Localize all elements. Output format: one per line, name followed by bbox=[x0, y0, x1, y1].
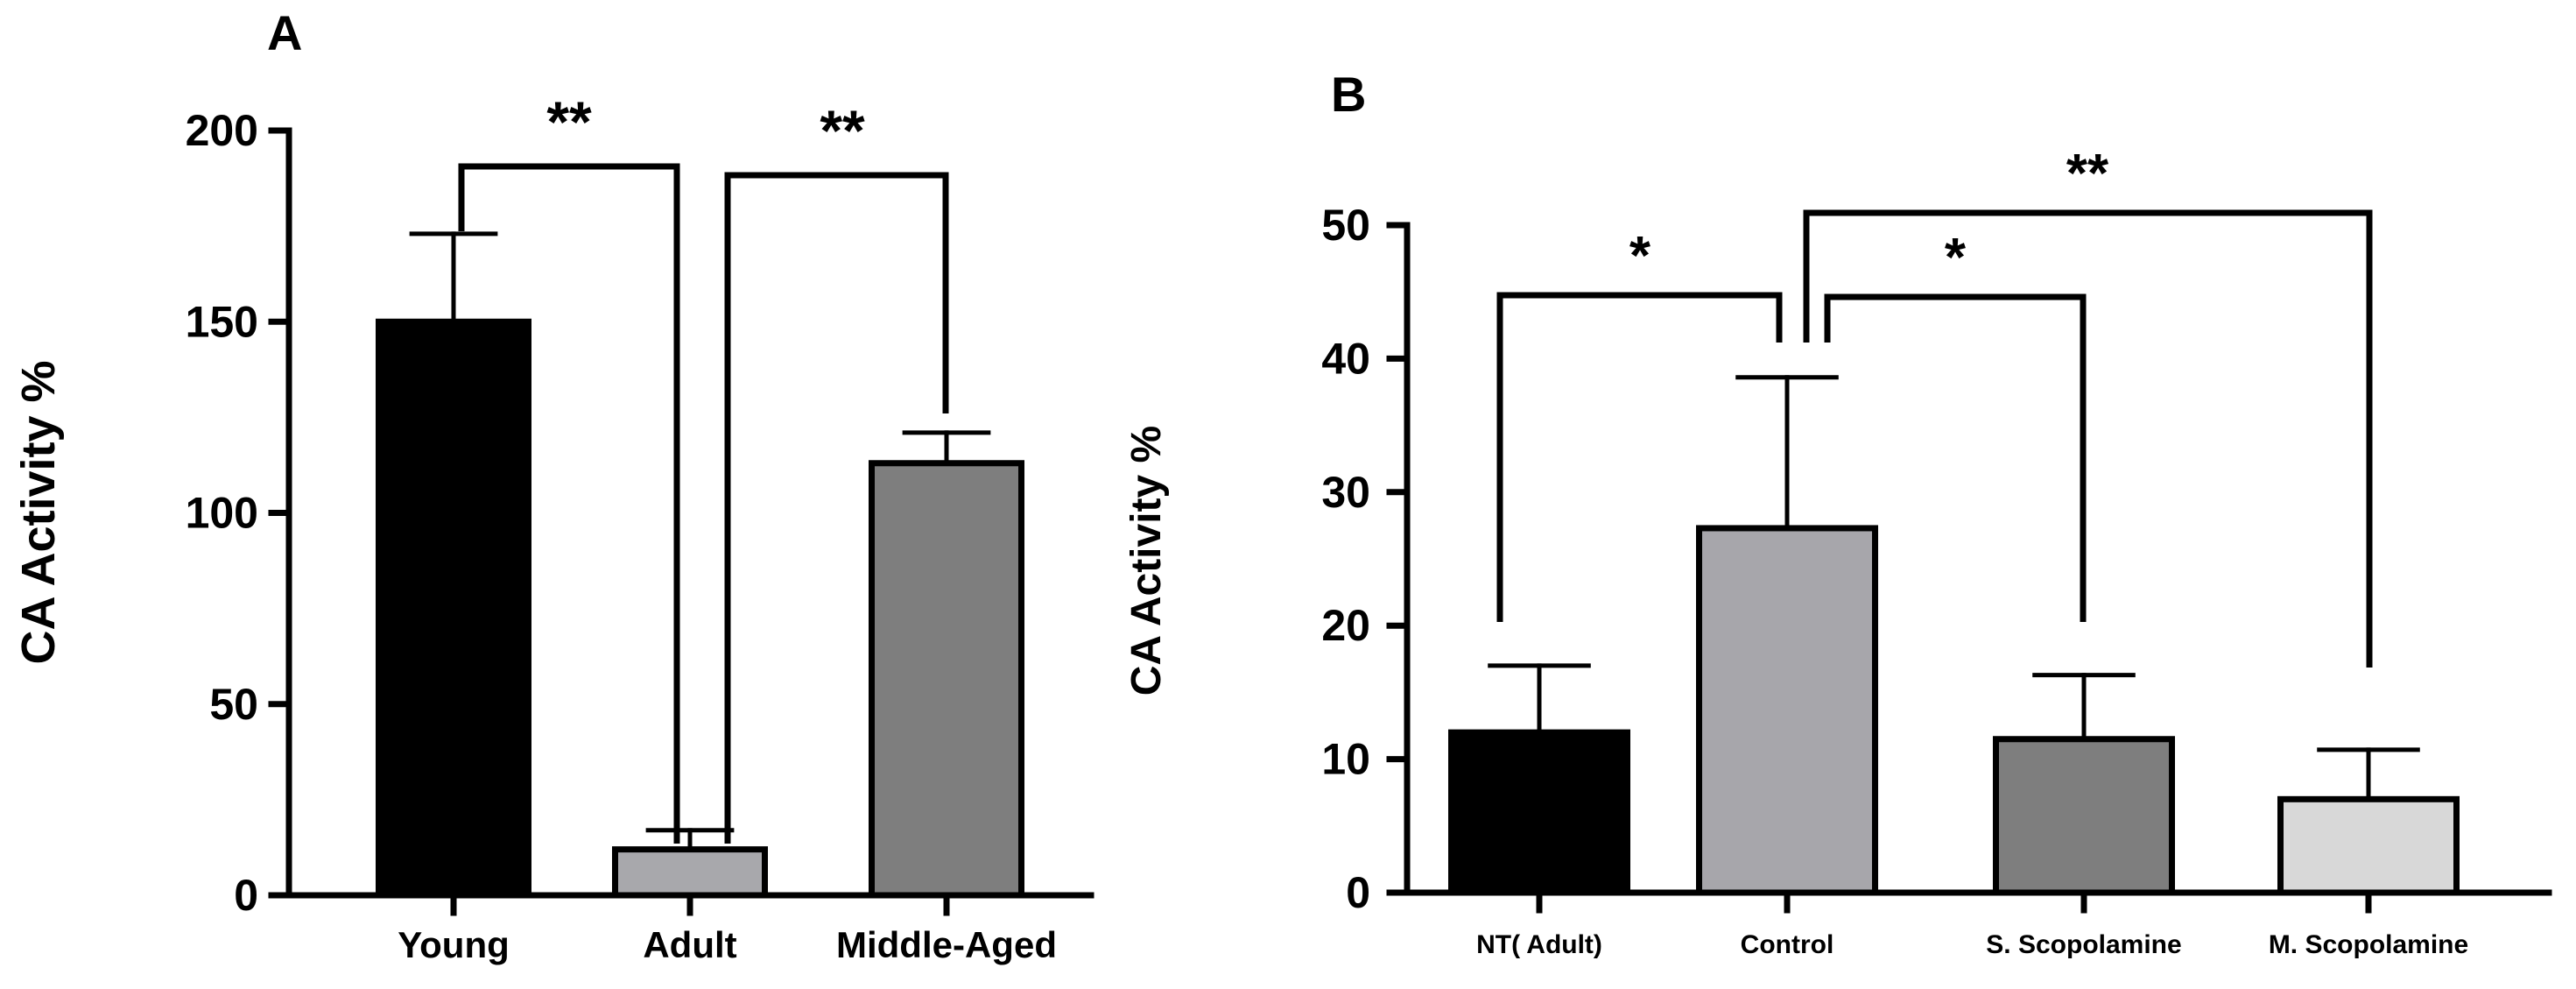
y-axis-label: CA Activity % bbox=[1123, 426, 1170, 696]
bar bbox=[376, 318, 531, 899]
y-tick-label: 50 bbox=[1321, 201, 1370, 250]
x-tick-label: NT( Adult) bbox=[1476, 930, 1602, 959]
significance-bracket bbox=[1496, 292, 1783, 622]
significance-bracket bbox=[1824, 293, 2087, 622]
y-axis-label: CA Activity % bbox=[12, 360, 65, 664]
y-tick-label: 100 bbox=[186, 489, 258, 538]
x-tick-label: Adult bbox=[643, 924, 736, 965]
significance-label: * bbox=[1945, 228, 1967, 288]
bar bbox=[2277, 795, 2460, 896]
panel-a-label: A bbox=[267, 5, 302, 60]
bar bbox=[612, 846, 768, 899]
y-tick-label: 150 bbox=[186, 297, 258, 346]
panel-b-label: B bbox=[1331, 67, 1366, 122]
significance-label: * bbox=[1629, 226, 1651, 286]
bar bbox=[1448, 729, 1630, 896]
significance-bracket bbox=[1803, 209, 2373, 668]
y-tick-label: 40 bbox=[1321, 334, 1370, 383]
y-tick-label: 10 bbox=[1321, 735, 1370, 784]
significance-label: ** bbox=[2066, 144, 2109, 204]
y-tick-label: 30 bbox=[1321, 468, 1370, 517]
significance-bracket bbox=[724, 172, 949, 844]
x-tick-label: M. Scopolamine bbox=[2269, 930, 2468, 959]
x-tick-label: Control bbox=[1741, 930, 1834, 959]
y-tick-label: 20 bbox=[1321, 601, 1370, 650]
bar bbox=[869, 460, 1024, 899]
panel-b: B 0 10 20 30 40 50 CA Activity % NT( Adult) Cont… bbox=[1123, 67, 2552, 959]
x-tick-label: Middle-Aged bbox=[836, 924, 1057, 965]
y-tick-label: 0 bbox=[234, 871, 258, 920]
y-tick-label: 50 bbox=[209, 680, 258, 729]
x-tick-label: S. Scopolamine bbox=[1986, 930, 2181, 959]
bar bbox=[1696, 525, 1878, 896]
significance-label: ** bbox=[820, 98, 865, 163]
significance-bracket bbox=[458, 163, 680, 844]
significance-label: ** bbox=[546, 89, 592, 154]
x-tick-label: Young bbox=[398, 924, 510, 965]
y-tick-label: 200 bbox=[186, 106, 258, 155]
panel-a: A 0 50 100 150 200 CA Activity % Young Adult Mid… bbox=[12, 5, 1094, 965]
bar bbox=[1993, 736, 2175, 896]
y-tick-label: 0 bbox=[1346, 868, 1370, 917]
